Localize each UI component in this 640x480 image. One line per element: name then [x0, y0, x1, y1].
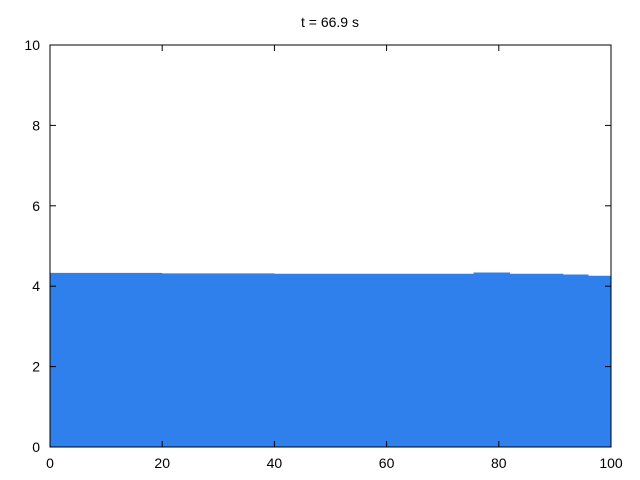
- chart-title: t = 66.9 s: [301, 14, 359, 30]
- y-tick-label: 8: [32, 117, 40, 133]
- axes: [49, 44, 612, 448]
- x-tick-label: 80: [491, 455, 507, 471]
- x-tick-label: 100: [599, 455, 623, 471]
- area-fill-layer: [50, 272, 611, 447]
- tick-labels: 0 20 40 60 80 100 0 2 4 6 8 10: [24, 37, 622, 471]
- x-tick-label: 40: [267, 455, 283, 471]
- y-tick-label: 4: [32, 278, 40, 294]
- x-tick-label: 0: [46, 455, 54, 471]
- y-tick-label: 2: [32, 359, 40, 375]
- x-tick-label: 60: [379, 455, 395, 471]
- x-tick-label: 20: [154, 455, 170, 471]
- water-area: [50, 272, 611, 447]
- y-tick-label: 0: [32, 439, 40, 455]
- ticks: [49, 44, 612, 448]
- plot-frame: [49, 44, 612, 448]
- y-tick-label: 6: [32, 198, 40, 214]
- y-tick-label: 10: [24, 37, 40, 53]
